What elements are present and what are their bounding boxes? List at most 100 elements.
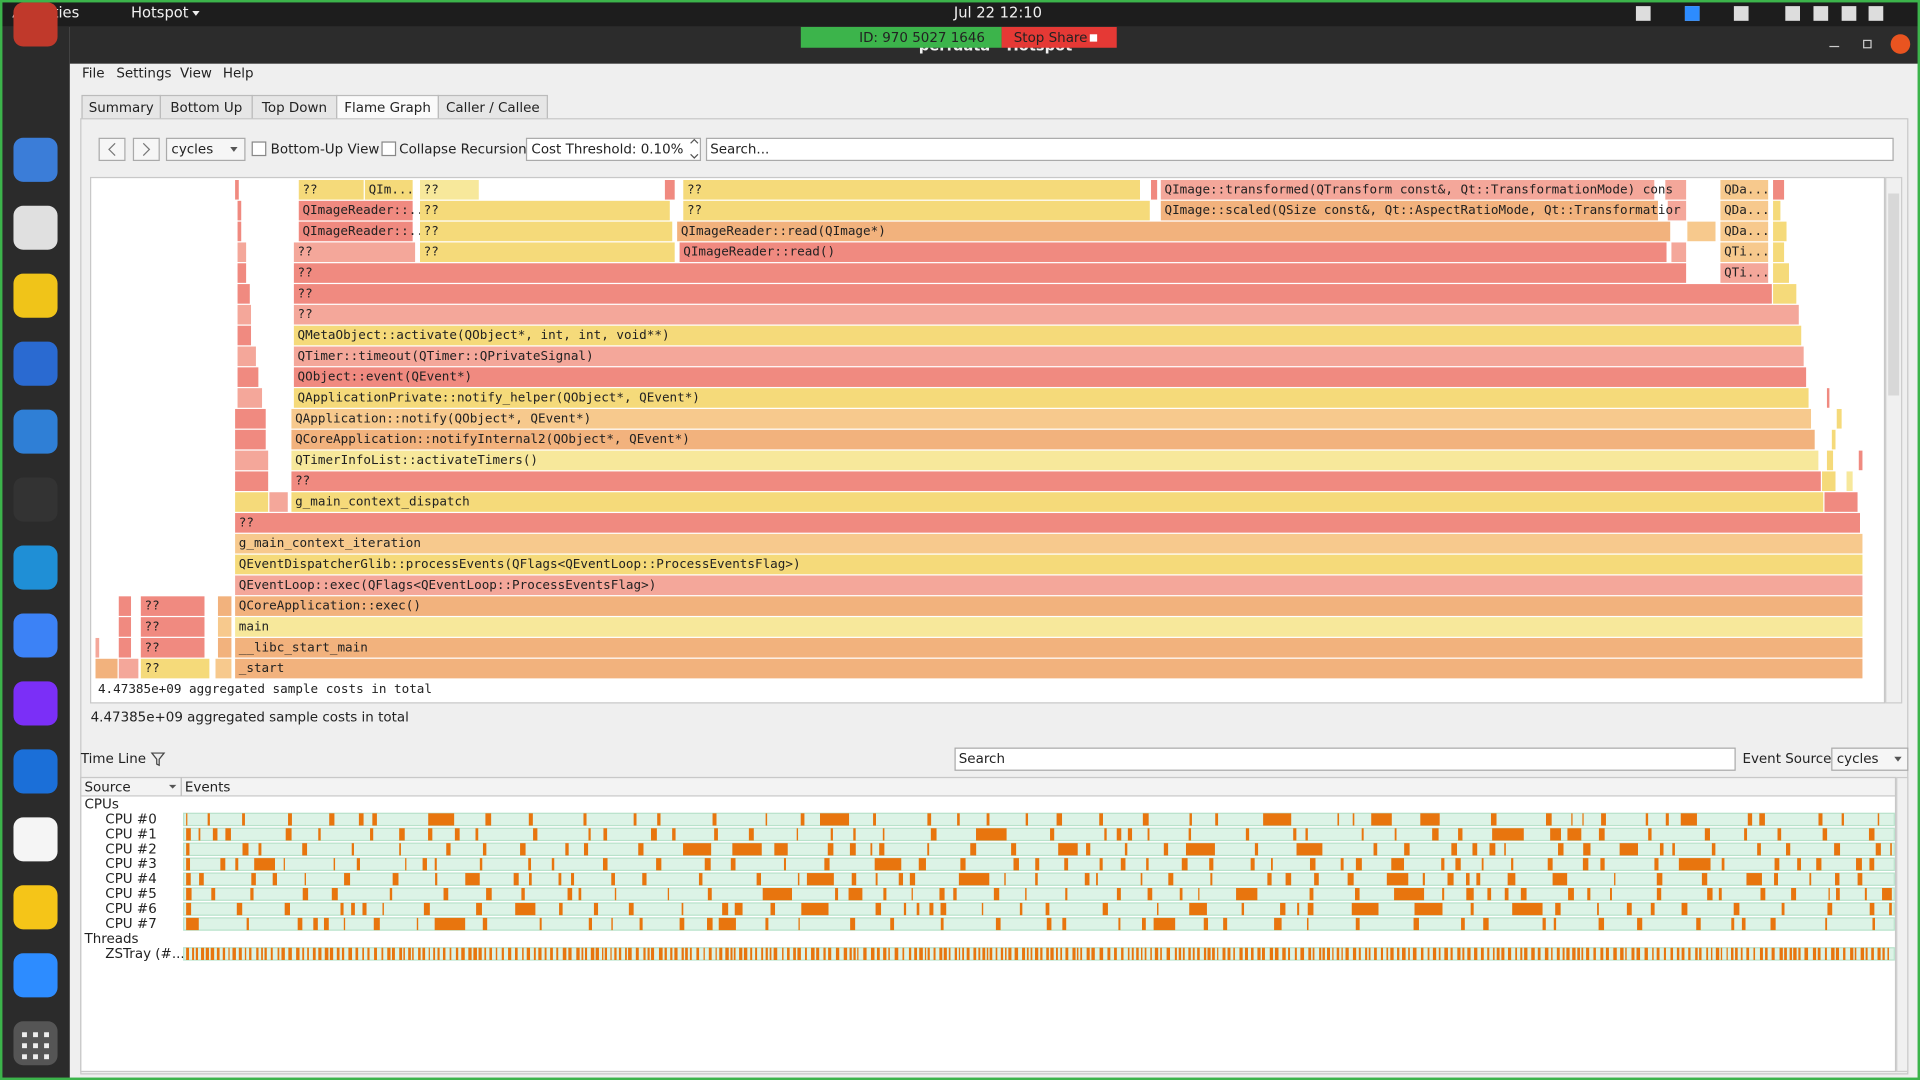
row-label[interactable]: CPU #6 (105, 902, 156, 917)
flame-frame[interactable] (291, 471, 1821, 492)
tab[interactable] (336, 94, 439, 121)
menu-item[interactable]: View (180, 66, 212, 81)
flame-frame-label[interactable]: g_main_context_dispatch (295, 494, 470, 509)
flame-frame[interactable] (1824, 492, 1858, 512)
flame-frame[interactable] (1858, 450, 1863, 471)
dock-icon[interactable] (13, 885, 58, 930)
threshold-spin[interactable] (525, 137, 702, 162)
tab-label[interactable]: Top Down (261, 101, 327, 116)
flame-frame-label[interactable]: QImageReader::... (302, 202, 431, 217)
flame-frame-label[interactable]: QIm... (369, 181, 415, 196)
tab-label[interactable]: Caller / Callee (446, 101, 540, 116)
flame-frame[interactable] (235, 596, 1863, 616)
tab-label[interactable]: Bottom Up (170, 101, 242, 116)
flame-frame-label[interactable]: ?? (302, 181, 317, 196)
apps-dot[interactable] (33, 1032, 38, 1038)
flame-frame[interactable] (118, 596, 132, 616)
flame-frame[interactable] (269, 492, 288, 512)
flame-frame-label[interactable]: QTimer::timeout(QTimer::QPrivateSignal) (298, 348, 594, 363)
flame-frame-label[interactable]: QTimerInfoList::activateTimers() (295, 452, 538, 467)
flame-frame[interactable] (118, 617, 132, 637)
flame-frame[interactable] (237, 346, 256, 367)
flame-frame[interactable] (118, 658, 139, 679)
flame-frame[interactable] (235, 658, 1863, 679)
column-header[interactable]: Events (185, 780, 231, 795)
tray-icon[interactable] (1635, 6, 1651, 21)
row-label[interactable]: CPU #7 (105, 917, 156, 932)
flame-frame[interactable] (235, 471, 269, 492)
flame-frame-label[interactable]: ?? (687, 202, 702, 217)
row-label[interactable]: CPU #3 (105, 857, 156, 872)
tray-icon[interactable] (1733, 6, 1749, 21)
tray-icon[interactable] (1841, 6, 1857, 21)
flame-frame[interactable] (679, 242, 1667, 263)
flame-frame[interactable] (95, 637, 100, 658)
search-input[interactable] (705, 137, 1894, 162)
flame-frame-label[interactable]: ?? (144, 618, 159, 633)
flame-frame-label[interactable]: ?? (298, 244, 313, 259)
flame-frame[interactable] (235, 492, 269, 512)
flame-frame[interactable] (235, 180, 239, 200)
flame-frame[interactable] (235, 637, 1863, 658)
dock-icon[interactable] (13, 205, 58, 250)
flame-frame[interactable] (140, 637, 205, 658)
flame-frame-label[interactable]: ?? (298, 306, 313, 321)
menu-item[interactable]: Help (223, 66, 254, 81)
cost-combo-text[interactable]: cycles (171, 142, 213, 157)
tab-label[interactable]: Summary (89, 101, 154, 116)
flame-frame[interactable] (1826, 388, 1830, 408)
flame-frame[interactable] (1160, 200, 1658, 221)
timeline-search[interactable] (954, 747, 1736, 771)
flame-frame[interactable] (1160, 180, 1655, 200)
apps-dot[interactable] (22, 1032, 27, 1038)
flame-frame[interactable] (235, 617, 1863, 637)
flame-frame[interactable] (235, 533, 1863, 554)
dock-icon[interactable] (13, 545, 58, 590)
flame-frame[interactable] (1687, 221, 1716, 242)
flame-frame-label[interactable]: ?? (239, 514, 254, 529)
tab-label[interactable]: Flame Graph (344, 101, 431, 116)
flame-frame[interactable] (420, 180, 479, 200)
flame-frame[interactable] (1831, 429, 1836, 450)
row-label[interactable]: CPU #1 (105, 827, 156, 842)
flame-frame[interactable] (664, 180, 675, 200)
flame-frame[interactable] (293, 304, 1799, 325)
flame-frame[interactable] (291, 429, 1815, 450)
flame-frame[interactable] (237, 325, 252, 346)
threshold-text[interactable]: Cost Threshold: 0.10% (531, 142, 683, 157)
row-label[interactable]: CPU #2 (105, 842, 156, 857)
flame-frame-label[interactable]: QImageReader::read(QImage*) (681, 223, 886, 238)
flame-frame-label[interactable]: ?? (144, 598, 159, 613)
dock-icon[interactable] (13, 817, 58, 862)
checkbox-label[interactable]: Bottom-Up View (271, 142, 380, 157)
flame-frame[interactable] (1665, 180, 1687, 200)
dock-icon[interactable] (13, 953, 58, 998)
flame-frame-label[interactable]: QCoreApplication::exec() (239, 598, 421, 613)
flame-frame[interactable] (291, 450, 1819, 471)
flame-frame[interactable] (217, 637, 232, 658)
flame-frame[interactable] (237, 284, 250, 304)
flame-frame[interactable] (420, 242, 675, 263)
flame-frame[interactable] (1773, 221, 1787, 242)
tab[interactable] (251, 94, 338, 121)
flame-frame-label[interactable]: g_main_context_iteration (239, 535, 421, 550)
flame-frame-label[interactable]: QImageReader::... (302, 223, 431, 238)
flame-frame-label[interactable]: ?? (295, 473, 310, 488)
flame-frame[interactable] (140, 596, 205, 616)
flame-frame-label[interactable]: ?? (424, 244, 439, 259)
flame-frame[interactable] (237, 388, 263, 408)
flame-frame-label[interactable]: QCoreApplication::notifyInternal2(QObjec… (295, 431, 690, 446)
flame-frame[interactable] (1773, 200, 1781, 221)
tray-zoom[interactable] (1684, 6, 1700, 21)
stop-share[interactable] (1001, 26, 1117, 48)
flame-frame-label[interactable]: QImage::scaled(QSize const&, Qt::AspectR… (1164, 202, 1681, 217)
flame-frame[interactable] (293, 242, 416, 263)
flame-frame[interactable] (293, 325, 1802, 346)
flame-frame-label[interactable]: QObject::event(QEvent*) (298, 369, 473, 384)
flame-frame[interactable] (420, 221, 673, 242)
flame-frame-label[interactable]: QApplicationPrivate::notify_helper(QObje… (298, 389, 700, 404)
flame-frame[interactable] (140, 617, 205, 637)
checkbox[interactable] (381, 141, 397, 157)
flame-frame-label[interactable]: ?? (424, 202, 439, 217)
apps-dot[interactable] (33, 1054, 38, 1060)
